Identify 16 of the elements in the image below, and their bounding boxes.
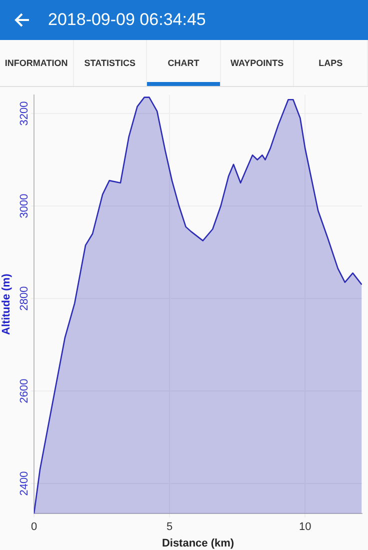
text: STATISTICS: [74, 40, 148, 86]
chart-title: 2018-09-09 06:34:45: [48, 10, 206, 30]
y-tick-label: 2600: [18, 378, 31, 404]
text: CHART: [147, 40, 221, 86]
y-tick-label: 2400: [18, 471, 31, 496]
y-tick-label: 3000: [18, 194, 31, 218]
text: WAYPOINTS: [220, 40, 294, 86]
x-tick-label: 5: [166, 521, 173, 534]
x-tick-label: 10: [298, 521, 312, 534]
y-tick-label: 2800: [18, 286, 31, 311]
y-axis-title: Altitude (m): [0, 273, 13, 335]
x-axis-title: Distance (km): [162, 537, 234, 550]
text: INFORMATION: [0, 40, 74, 86]
text: LAPS: [294, 40, 368, 86]
x-tick-label: 0: [30, 521, 38, 534]
y-tick-label: 3200: [18, 101, 31, 126]
